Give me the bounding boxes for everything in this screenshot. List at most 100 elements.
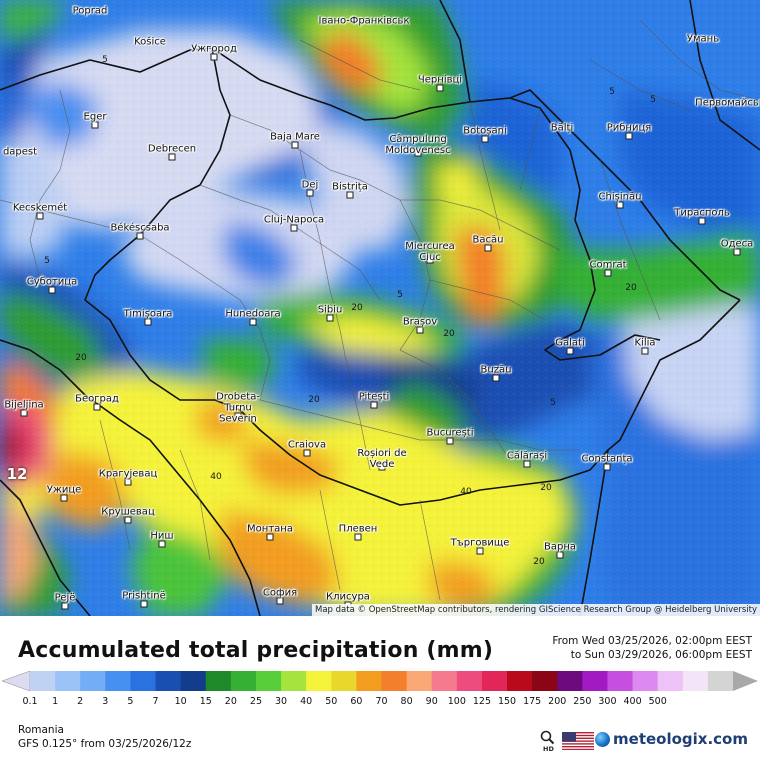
scale-swatch: [205, 671, 232, 691]
scale-tick: 300: [598, 696, 617, 707]
max-value-label: 12: [6, 465, 28, 483]
city-label: Търговище: [450, 537, 510, 549]
city-marker: [168, 153, 176, 161]
city-marker: [124, 516, 132, 524]
city-label: Ужице: [46, 484, 82, 496]
city-label: Călărași: [506, 450, 548, 462]
city-marker: [234, 412, 242, 420]
scale-swatch: [682, 671, 709, 691]
city-label: Івано-Франківськ: [318, 15, 410, 27]
city-marker: [625, 132, 633, 140]
country-borders: [0, 0, 760, 616]
city-label: Buzău: [480, 364, 512, 376]
scale-swatch: [281, 671, 307, 691]
city-marker: [249, 318, 257, 326]
city-label: Sibiu: [317, 304, 343, 316]
scale-swatch: [632, 671, 659, 691]
us-flag-icon[interactable]: [562, 732, 594, 750]
scale-swatch: [255, 671, 282, 691]
scale-tick: 150: [497, 696, 517, 707]
scale-tick: 25: [249, 696, 262, 707]
city-marker: [144, 318, 152, 326]
city-marker: [426, 256, 434, 264]
scale-tick: 175: [523, 696, 542, 707]
city-marker: [93, 403, 101, 411]
scale-tick: 500: [648, 696, 667, 707]
city-label: Kilia: [634, 337, 656, 349]
map-attribution: Map data © OpenStreetMap contributors, r…: [312, 604, 760, 616]
city-marker: [416, 326, 424, 334]
city-marker: [378, 463, 386, 471]
city-label: Košice: [134, 36, 166, 48]
scale-swatch: [80, 671, 106, 691]
scale-tick: 20: [224, 696, 237, 707]
city-marker: [290, 224, 298, 232]
city-label: Comrat: [589, 259, 627, 271]
scale-swatch: [356, 671, 382, 691]
contour-label: 5: [397, 290, 403, 300]
city-marker: [291, 141, 299, 149]
city-label: dapest: [2, 146, 38, 158]
scale-swatch: [507, 671, 533, 691]
scale-tick: 5: [127, 696, 134, 707]
city-label: Первомайськ: [695, 97, 760, 109]
city-label: Варна: [543, 541, 577, 553]
scale-tick: 30: [275, 696, 288, 707]
contour-label: 5: [550, 398, 556, 408]
color-scale: [1, 670, 758, 692]
scale-tick: 200: [548, 696, 567, 707]
scale-tick: 90: [425, 696, 438, 707]
scale-min-arrow: [1, 670, 31, 692]
city-marker: [484, 244, 492, 252]
scale-swatch: [657, 671, 684, 691]
city-label: Prishtinë: [122, 590, 166, 602]
city-marker: [210, 53, 218, 61]
scale-swatch: [532, 671, 558, 691]
city-marker: [603, 463, 611, 471]
period-to: to Sun 03/29/2026, 06:00pm EEST: [570, 649, 752, 661]
city-label: Craiova: [287, 439, 327, 451]
legend-panel: Accumulated total precipitation (mm) Fro…: [0, 616, 760, 760]
city-label: Ниш: [150, 530, 174, 542]
city-label: Dej: [301, 179, 319, 191]
chart-title: Accumulated total precipitation (mm): [18, 638, 494, 663]
city-label: Bistrița: [332, 181, 368, 193]
contour-label: 40: [210, 472, 222, 482]
city-marker: [698, 217, 706, 225]
scale-swatch: [30, 671, 56, 691]
city-marker: [140, 600, 148, 608]
contour-label: 20: [625, 283, 637, 293]
scale-tick: 100: [447, 696, 466, 707]
city-label: София: [262, 587, 298, 599]
city-label: Умань: [686, 33, 720, 45]
city-label: Roșiori de Vede: [357, 448, 407, 470]
meteologix-logo[interactable]: meteologix.com: [595, 730, 748, 748]
contour-label: 20: [308, 395, 320, 405]
city-label: Bijeljina: [4, 399, 44, 411]
city-label: Bacău: [472, 234, 504, 246]
city-label: Ужгород: [191, 43, 237, 55]
region-name: Romania: [18, 724, 64, 736]
precipitation-map[interactable]: Poprad Košice Ужгород Івано-Франківськ Умань…: [0, 0, 760, 616]
city-label: Galați: [555, 337, 585, 349]
city-label: Poprad: [72, 5, 108, 17]
scale-tick: 80: [400, 696, 413, 707]
scale-max-arrow: [733, 671, 758, 691]
city-marker: [476, 547, 484, 555]
city-label: Рибниця: [606, 122, 652, 134]
city-marker: [556, 551, 564, 559]
scale-tick: 3: [102, 696, 109, 707]
scale-swatch: [55, 671, 81, 691]
city-label: București: [426, 427, 474, 439]
scale-tick: 0.1: [22, 696, 38, 707]
city-marker: [61, 602, 69, 610]
scale-swatch: [406, 671, 433, 691]
city-label: Bălți: [550, 122, 574, 134]
scale-tick: 60: [350, 696, 363, 707]
city-label: Békéscsaba: [110, 222, 170, 234]
period-from: From Wed 03/25/2026, 02:00pm EEST: [552, 635, 752, 647]
contour-label: 5: [102, 55, 108, 65]
scale-swatch: [230, 671, 257, 691]
zoom-hd-icon[interactable]: HD: [540, 730, 556, 752]
scale-swatch: [130, 671, 157, 691]
